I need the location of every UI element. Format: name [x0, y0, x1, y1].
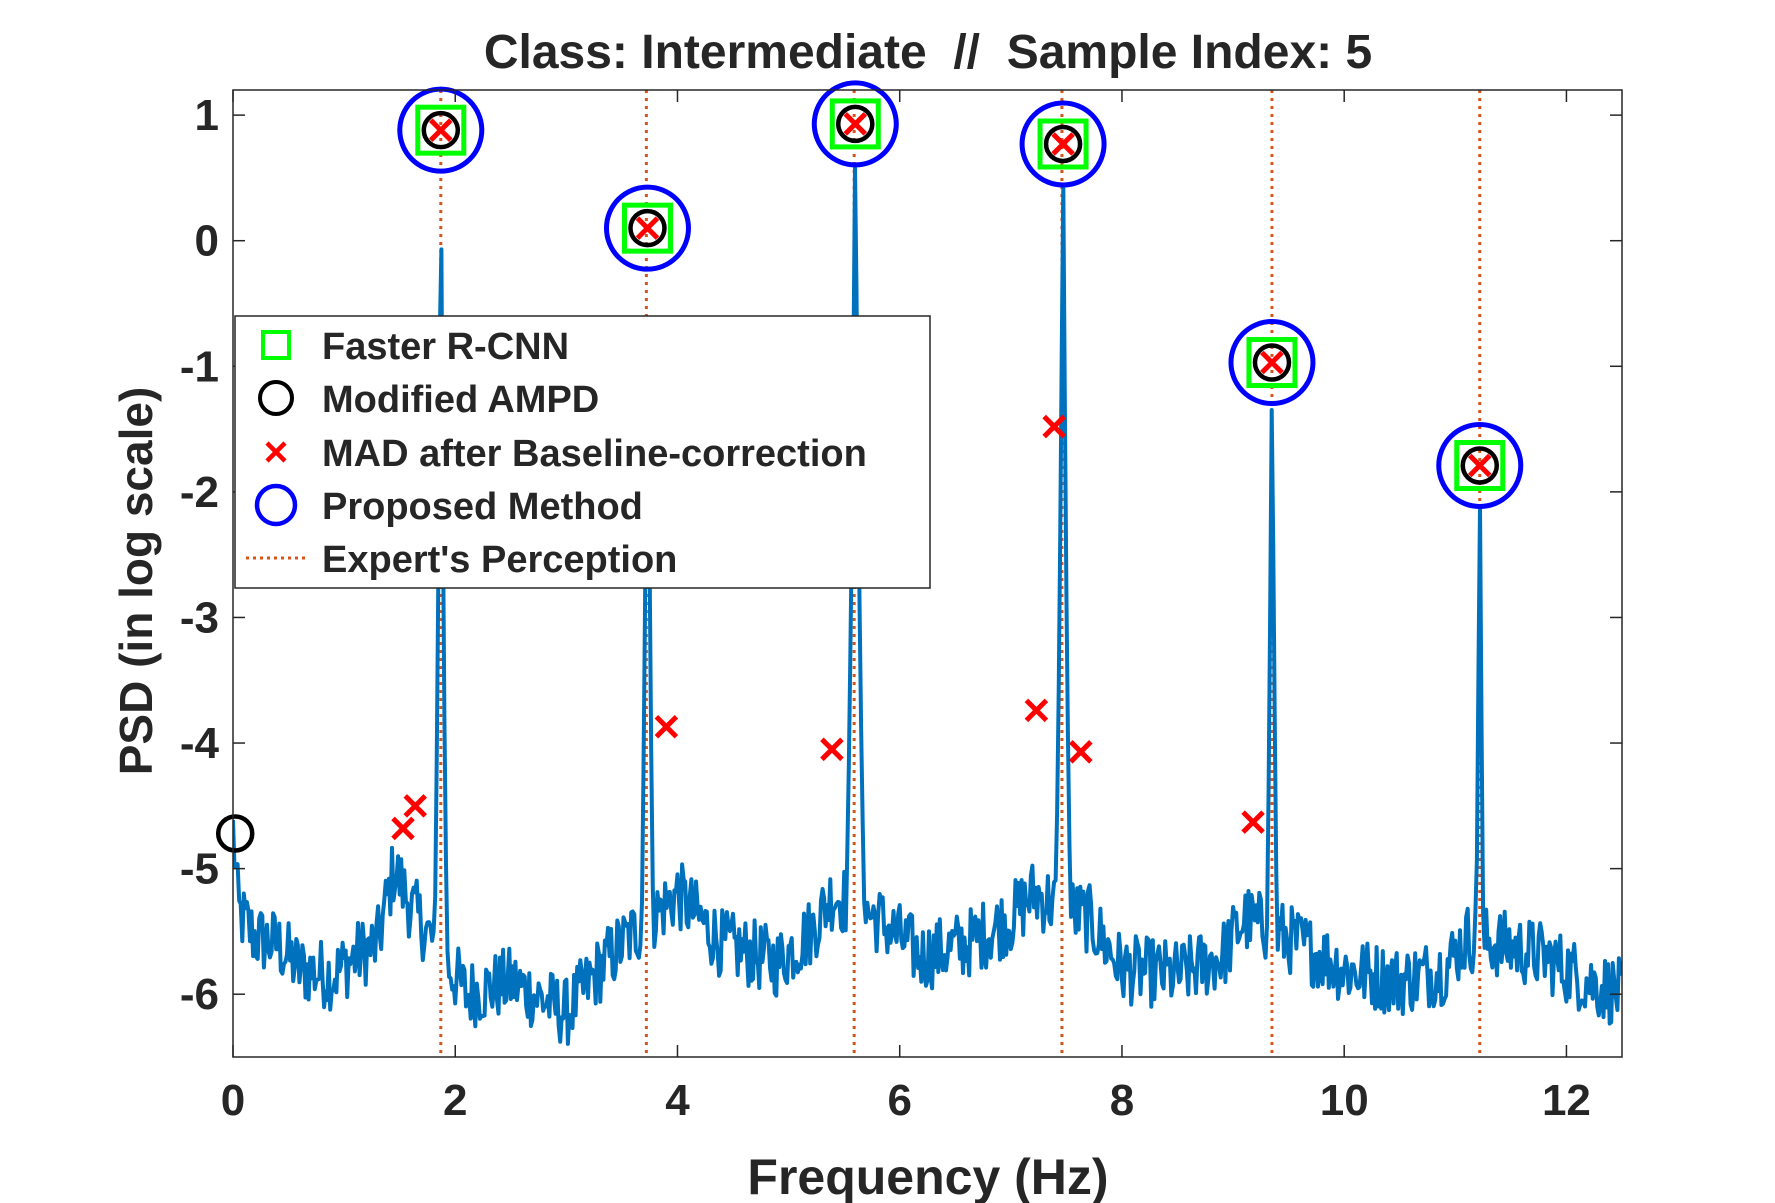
mad-marker: [1468, 453, 1492, 478]
mad-marker: [654, 714, 679, 739]
mad-marker: [1260, 350, 1284, 375]
proposed-method-marker: [1436, 421, 1524, 509]
mad-marker: [391, 816, 415, 841]
proposed-method-marker: [603, 184, 691, 272]
proposed-method-marker: [811, 80, 899, 168]
legend-marker-modified-ampd: [258, 380, 294, 416]
mad-marker: [1042, 414, 1066, 439]
mad-marker: [1051, 132, 1075, 156]
faster-rcnn-marker: [1246, 337, 1298, 389]
mad-marker: [429, 118, 453, 142]
legend-label: Expert's Perception: [322, 539, 677, 581]
y-axis-label: PSD (in log scale): [110, 387, 162, 776]
modified-ampd-marker: [1252, 343, 1292, 382]
faster-rcnn-marker: [1454, 439, 1506, 491]
mad-marker: [1069, 740, 1093, 764]
modified-ampd-marker: [1043, 124, 1083, 164]
psd-series-line: [233, 166, 1622, 1046]
markers-group: [215, 80, 1524, 853]
x-tick-label: 10: [1320, 1076, 1369, 1125]
x-tick-label: 0: [221, 1076, 245, 1125]
y-tick-label: -5: [180, 845, 219, 894]
y-tick-label: -1: [180, 342, 219, 391]
legend-label: Modified AMPD: [322, 379, 599, 421]
faster-rcnn-marker: [1037, 118, 1089, 170]
mad-marker: [843, 112, 868, 136]
y-tick-label: -2: [180, 468, 219, 517]
y-tick-label: -4: [180, 719, 220, 768]
chart-title: Class: Intermediate // Sample Index: 5: [484, 26, 1372, 79]
y-tick-label: 0: [195, 217, 219, 266]
legend-label: MAD after Baseline-correction: [322, 433, 867, 475]
modified-ampd-marker: [1460, 446, 1500, 485]
proposed-method-marker: [397, 86, 485, 174]
x-tick-label: 12: [1542, 1076, 1591, 1125]
mad-marker: [1241, 810, 1265, 834]
modified-ampd-marker: [421, 110, 461, 150]
y-tick-label: -3: [180, 593, 219, 642]
mad-marker: [403, 794, 428, 818]
legend-box: [234, 315, 931, 589]
x-tick-label: 8: [1110, 1076, 1134, 1125]
x-axis-label: Frequency (Hz): [747, 1149, 1108, 1203]
faster-rcnn-marker: [621, 202, 673, 254]
legend-marker-faster-rcnn: [261, 330, 291, 360]
modified-ampd-marker: [628, 208, 667, 248]
legend-marker-mad: [265, 441, 287, 463]
y-tick-label: 1: [195, 91, 219, 140]
mad-marker: [820, 737, 844, 762]
x-tick-label: 4: [665, 1076, 690, 1125]
mad-marker: [1024, 698, 1049, 723]
legend-marker-proposed: [254, 483, 298, 527]
axes-box: [232, 89, 1623, 1058]
x-tick-label: 6: [887, 1076, 911, 1125]
modified-ampd-marker: [836, 104, 875, 144]
x-tick-label: 2: [443, 1076, 467, 1125]
legend-label: Faster R-CNN: [322, 326, 569, 368]
faster-rcnn-marker: [829, 98, 881, 150]
proposed-method-marker: [1228, 319, 1316, 407]
faster-rcnn-marker: [415, 104, 467, 156]
y-tick-label: -6: [180, 970, 219, 1019]
legend: Faster R-CNN Modified AMPD MAD after Basel…: [234, 315, 931, 589]
legend-label: Proposed Method: [322, 486, 643, 528]
modified-ampd-marker: [215, 814, 255, 853]
proposed-method-marker: [1019, 100, 1107, 188]
mad-marker: [635, 216, 660, 240]
